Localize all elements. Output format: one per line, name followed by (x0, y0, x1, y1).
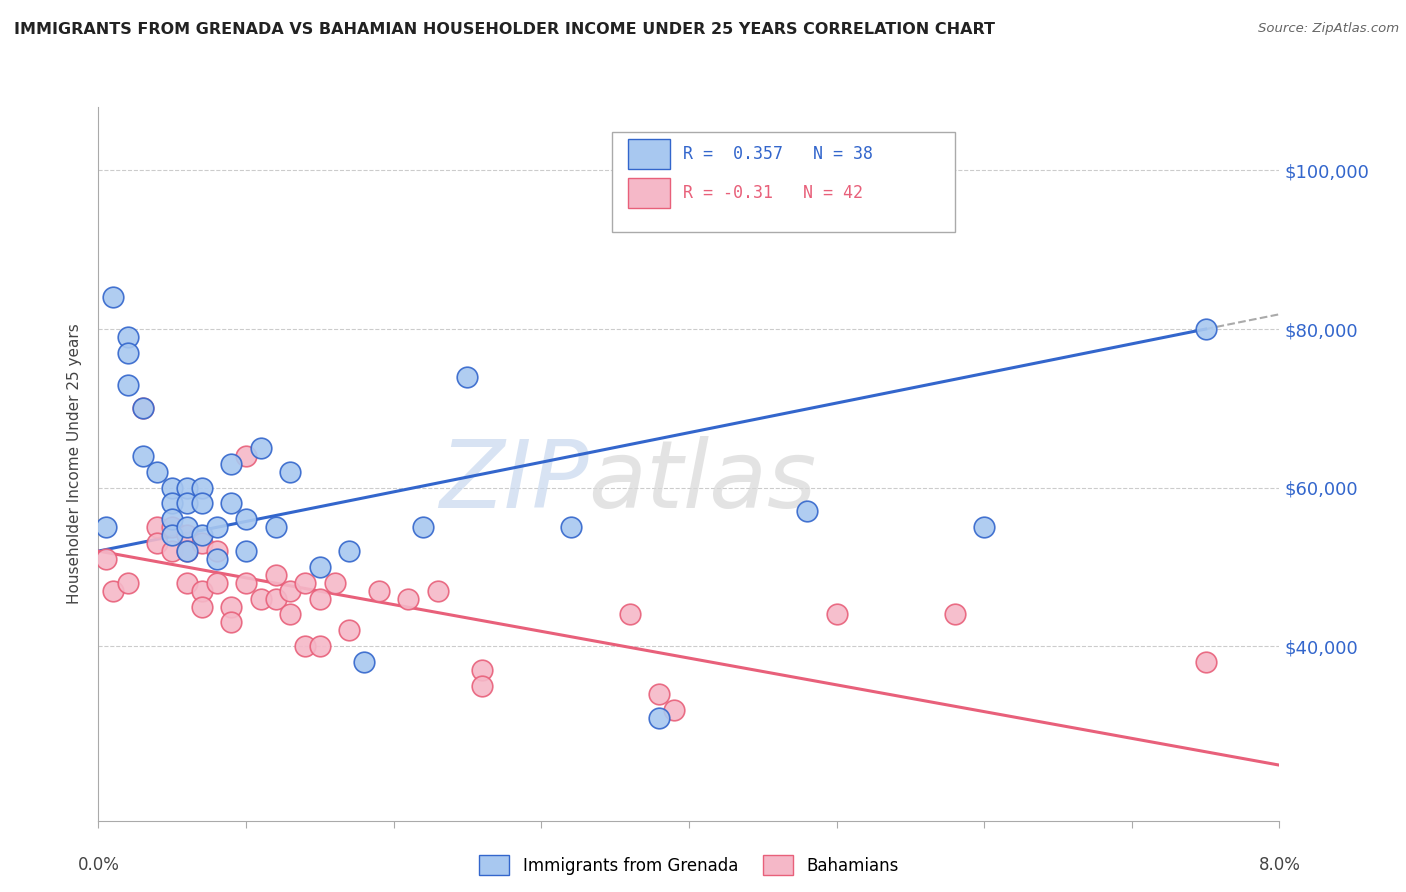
Text: R = -0.31   N = 42: R = -0.31 N = 42 (683, 185, 863, 202)
Point (353, 655, 375, 669)
Point (264, 520, 287, 534)
Point (367, 583, 389, 598)
Point (176, 496, 198, 510)
Point (219, 599, 242, 614)
Point (132, 449, 155, 463)
Point (162, 544, 183, 558)
FancyBboxPatch shape (627, 139, 671, 169)
Point (162, 520, 183, 534)
Point (664, 703, 686, 717)
Legend: Immigrants from Grenada, Bahamians: Immigrants from Grenada, Bahamians (471, 847, 907, 884)
Point (146, 465, 169, 479)
Point (648, 687, 671, 701)
Point (796, 504, 818, 518)
Point (162, 528, 183, 542)
Point (176, 544, 198, 558)
Point (1194, 322, 1216, 336)
Point (294, 575, 316, 590)
Point (250, 441, 273, 455)
Point (471, 679, 494, 693)
Point (456, 369, 478, 384)
Point (103, 583, 125, 598)
Point (308, 591, 332, 606)
Point (943, 607, 966, 622)
Point (337, 624, 360, 638)
Y-axis label: Householder Income Under 25 years: Householder Income Under 25 years (67, 324, 83, 604)
Point (94, 552, 117, 566)
Point (205, 544, 228, 558)
Point (337, 544, 360, 558)
Point (162, 512, 183, 526)
Point (176, 481, 198, 495)
Point (323, 575, 346, 590)
Text: Source: ZipAtlas.com: Source: ZipAtlas.com (1258, 22, 1399, 36)
Text: 0.0%: 0.0% (77, 856, 120, 874)
Point (176, 544, 198, 558)
Point (1194, 655, 1216, 669)
Point (117, 330, 139, 344)
Point (132, 401, 155, 416)
Point (308, 560, 332, 574)
Point (294, 639, 316, 653)
Point (176, 528, 198, 542)
Point (191, 599, 214, 614)
Text: 8.0%: 8.0% (1258, 856, 1301, 874)
Point (205, 552, 228, 566)
Point (412, 520, 434, 534)
Point (219, 615, 242, 630)
Point (146, 520, 169, 534)
Point (426, 583, 449, 598)
Point (825, 607, 848, 622)
Point (117, 575, 139, 590)
Point (162, 481, 183, 495)
Point (619, 607, 641, 622)
Point (219, 457, 242, 471)
Point (191, 536, 214, 550)
Point (471, 663, 494, 677)
Point (235, 512, 257, 526)
Point (250, 591, 273, 606)
FancyBboxPatch shape (612, 132, 955, 232)
Point (103, 290, 125, 304)
Point (648, 710, 671, 724)
Point (264, 591, 287, 606)
Point (278, 583, 302, 598)
Point (235, 449, 257, 463)
Point (191, 583, 214, 598)
Point (973, 520, 995, 534)
Point (162, 496, 183, 510)
Point (205, 520, 228, 534)
Text: R =  0.357   N = 38: R = 0.357 N = 38 (683, 145, 873, 163)
Text: ZIP: ZIP (439, 436, 589, 527)
Point (117, 346, 139, 360)
Point (176, 575, 198, 590)
Point (191, 481, 214, 495)
Point (396, 591, 419, 606)
Text: IMMIGRANTS FROM GRENADA VS BAHAMIAN HOUSEHOLDER INCOME UNDER 25 YEARS CORRELATIO: IMMIGRANTS FROM GRENADA VS BAHAMIAN HOUS… (14, 22, 995, 37)
Point (219, 496, 242, 510)
Text: atlas: atlas (589, 436, 817, 527)
Point (205, 575, 228, 590)
Point (176, 520, 198, 534)
Point (308, 639, 332, 653)
Point (235, 575, 257, 590)
Point (278, 465, 302, 479)
Point (264, 567, 287, 582)
Point (132, 401, 155, 416)
Point (560, 520, 582, 534)
Point (117, 377, 139, 392)
Point (191, 496, 214, 510)
FancyBboxPatch shape (627, 178, 671, 209)
Point (94, 520, 117, 534)
Point (146, 536, 169, 550)
Point (278, 607, 302, 622)
Point (235, 544, 257, 558)
Point (191, 528, 214, 542)
